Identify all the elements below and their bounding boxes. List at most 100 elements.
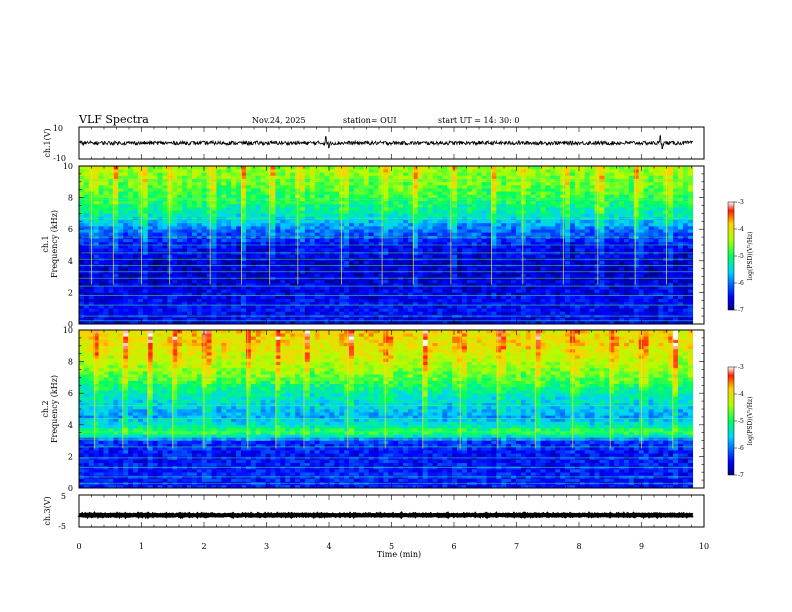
ch1-spec-cell — [511, 273, 517, 277]
ch1-spec-cell — [137, 232, 144, 236]
ch1-spec-cell — [118, 229, 124, 233]
ch1-spec-cell — [496, 184, 502, 189]
ch1-spec-cell — [388, 317, 394, 322]
ch1-spec-cell — [496, 308, 502, 312]
ch1-spec-cell — [491, 267, 497, 271]
ch1-spec-cell — [285, 260, 291, 265]
ch1-spec-cell — [525, 184, 532, 189]
ch1-spec-cell — [162, 286, 168, 290]
ch1-spec-cell — [515, 317, 522, 322]
ch1-spec-cell — [236, 286, 242, 290]
ch1-spec-cell — [412, 295, 419, 300]
ch1-spec-cell — [349, 311, 355, 315]
ch1-spec-cell — [177, 188, 183, 192]
ch1-spec-cell — [550, 279, 556, 284]
ch1-spec-cell — [388, 172, 394, 176]
ch1-spec-cell — [481, 317, 487, 322]
ch1-spec-cell — [103, 203, 109, 208]
ch1-spec-cell — [182, 311, 188, 315]
ch1-spec-cell — [211, 305, 217, 309]
ch1-spec-cell — [157, 207, 163, 211]
ch1-spec-cell — [172, 260, 178, 265]
ch1-spec-cell — [481, 286, 487, 290]
ch1-spec-cell — [191, 188, 198, 192]
ch1-spec-cell — [437, 238, 443, 243]
ch1-spec-cell — [511, 166, 517, 170]
ch1-spec-cell — [133, 222, 139, 227]
ch1-spec-cell — [540, 219, 546, 224]
ch1-spec-cell — [187, 232, 193, 236]
ch1-spec-cell — [191, 254, 198, 258]
ch1-spec-cell — [137, 194, 144, 198]
ch1-spec-cell — [108, 191, 114, 195]
ch1-spec-cell — [452, 181, 458, 186]
ch1-spec-cell — [103, 172, 109, 176]
ch1-spec-cell — [407, 260, 414, 265]
ch1-spec-cell — [344, 241, 350, 246]
ch1-spec-cell — [334, 222, 340, 227]
ch1-spec-cell — [250, 245, 257, 249]
ch1-spec-cell — [349, 232, 355, 236]
ch1-spec-cell — [314, 273, 320, 277]
ch1-spec-cell — [447, 292, 453, 296]
ch1-spec-cell — [422, 229, 428, 233]
ch1-spec-cell — [226, 282, 232, 287]
ch1-spec-cell — [437, 184, 443, 189]
ch1-spec-cell — [393, 166, 399, 170]
ch1-spec-cell — [221, 289, 227, 293]
ch1-spec-cell — [373, 169, 379, 173]
ch1-spec-cell — [550, 213, 556, 217]
ch1-spec-cell — [344, 295, 350, 300]
ch1-spec-cell — [496, 279, 502, 284]
ch1-spec-cell — [280, 166, 286, 170]
ch1-spec-cell — [363, 267, 369, 271]
ch1-spec-cell — [393, 260, 399, 265]
ch1-spec-cell — [363, 254, 369, 258]
ch1-spec-cell — [280, 286, 286, 290]
ch1-spec-cell — [432, 191, 438, 195]
ch1-spec-cell — [280, 282, 286, 287]
ch1-spec-cell — [128, 292, 134, 296]
ch1-spec-cell — [486, 203, 492, 208]
ch1-spec-cell — [83, 254, 90, 258]
ch1-spec-cell — [378, 169, 384, 173]
ch1-spec-cell — [353, 248, 360, 252]
ch1-spec-cell — [407, 308, 414, 312]
ch1-spec-cell — [191, 273, 198, 277]
ch1-spec-cell — [491, 188, 497, 192]
ch1-spec-cell — [437, 298, 443, 303]
ch1-spec-cell — [358, 279, 365, 284]
ch1-spec-cell — [113, 200, 119, 205]
ch1-spec-cell — [368, 298, 374, 303]
ch1-spec-cell — [555, 241, 561, 246]
ch1-spec-cell — [324, 305, 330, 309]
ch1-spec-cell — [506, 301, 512, 306]
ch1-spec-cell — [525, 289, 532, 293]
ch1-spec-cell — [182, 181, 188, 186]
ch1-spec-cell — [407, 166, 414, 170]
ch1-spec-cell — [393, 210, 399, 214]
ch1-spec-cell — [221, 317, 227, 322]
ch1-spec-cell — [157, 286, 163, 290]
ch1-spec-cell — [535, 172, 541, 176]
ch1-spec-cell — [133, 210, 139, 214]
ch1-spec-cell — [211, 232, 217, 236]
ch1-spec-cell — [137, 238, 144, 243]
ch1-spec-cell — [319, 181, 325, 186]
ch1-spec-cell — [108, 282, 114, 287]
ch1-spec-cell — [511, 317, 517, 322]
ch1-spec-cell — [113, 184, 119, 189]
ch1-spec-cell — [206, 241, 212, 246]
ch1-spec-cell — [191, 169, 198, 173]
ch1-spec-cell — [88, 298, 95, 303]
ch1-spec-cell — [437, 248, 443, 252]
ch1-spec-cell — [363, 191, 369, 195]
ch1-spec-cell — [344, 282, 350, 287]
ch1-spec-cell — [530, 305, 536, 309]
ch1-spec-cell — [349, 207, 355, 211]
ch1-spec-cell — [486, 282, 492, 287]
ch1-spec-cell — [162, 317, 168, 322]
ch1-spec-cell — [142, 305, 149, 309]
ch1-spec-cell — [309, 292, 315, 296]
ch1-spec-cell — [196, 207, 203, 211]
